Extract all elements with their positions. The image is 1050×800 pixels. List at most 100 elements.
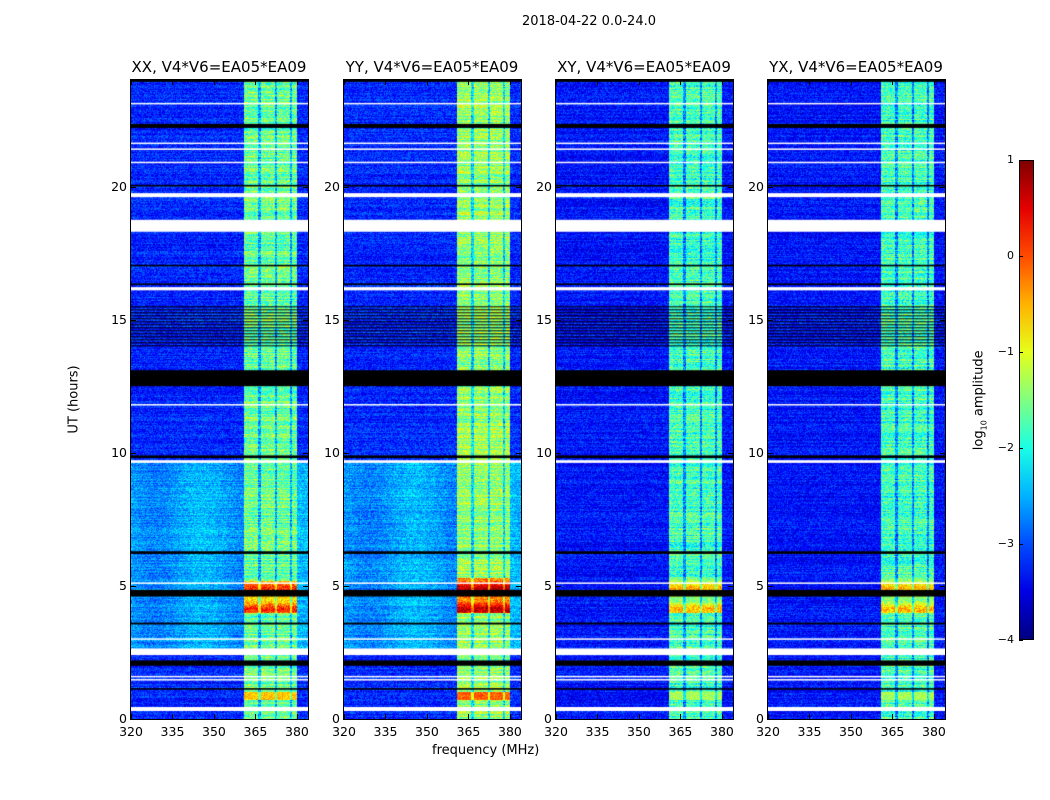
y-tick bbox=[768, 186, 773, 188]
y-tick-label: 15 bbox=[748, 311, 764, 327]
x-tick bbox=[213, 80, 215, 85]
y-tick-label: 0 bbox=[332, 711, 340, 726]
y-tick bbox=[768, 452, 773, 454]
x-tick bbox=[768, 80, 769, 85]
colorbar-tick-label: −4 bbox=[997, 633, 1014, 646]
y-tick-label: 15 bbox=[111, 311, 127, 327]
y-tick bbox=[516, 452, 521, 454]
y-tick bbox=[516, 719, 521, 720]
x-tick bbox=[468, 714, 470, 719]
heatmap-panel bbox=[555, 79, 734, 720]
x-tick bbox=[468, 80, 470, 85]
x-tick bbox=[850, 80, 852, 85]
y-tick bbox=[728, 585, 733, 587]
panel-title: YX, V4*V6=EA05*EA09 bbox=[769, 58, 943, 76]
x-tick-label: 380 bbox=[710, 724, 734, 739]
x-tick-label: 320 bbox=[119, 724, 143, 739]
y-tick-label: 5 bbox=[119, 577, 127, 593]
colorbar-label-sub: 10 bbox=[979, 420, 989, 431]
y-tick bbox=[303, 452, 308, 454]
colorbar-tick bbox=[1019, 448, 1023, 449]
y-tick bbox=[131, 585, 136, 587]
y-tick bbox=[556, 186, 561, 188]
x-tick bbox=[296, 714, 298, 719]
colorbar-label-main: log bbox=[971, 430, 987, 451]
x-tick bbox=[172, 80, 174, 85]
y-tick bbox=[344, 585, 349, 587]
y-tick-label: 0 bbox=[119, 711, 127, 726]
colorbar-tick bbox=[1019, 544, 1023, 545]
panel-title: XX, V4*V6=EA05*EA09 bbox=[131, 58, 307, 76]
x-tick bbox=[892, 714, 894, 719]
y-tick bbox=[728, 319, 733, 321]
y-tick bbox=[344, 452, 349, 454]
x-tick-label: 350 bbox=[202, 724, 226, 739]
y-tick bbox=[344, 719, 349, 720]
y-tick bbox=[556, 319, 561, 321]
x-tick-label: 365 bbox=[880, 724, 905, 739]
x-tick bbox=[680, 80, 682, 85]
x-tick-label: 350 bbox=[415, 724, 439, 739]
x-tick-label: 380 bbox=[498, 724, 522, 739]
x-tick bbox=[509, 714, 511, 719]
heatmap-canvas bbox=[344, 80, 521, 719]
x-tick-label: 335 bbox=[160, 724, 185, 739]
x-tick bbox=[597, 714, 599, 719]
x-tick bbox=[850, 714, 852, 719]
x-tick bbox=[556, 714, 557, 719]
y-tick-label: 10 bbox=[536, 444, 552, 460]
x-tick bbox=[255, 714, 257, 719]
x-tick-label: 335 bbox=[373, 724, 398, 739]
x-tick bbox=[385, 80, 387, 85]
y-tick-label: 10 bbox=[324, 444, 340, 460]
x-tick-label: 365 bbox=[243, 724, 268, 739]
x-tick bbox=[933, 80, 935, 85]
colorbar bbox=[1019, 160, 1034, 640]
y-tick-label: 5 bbox=[544, 577, 552, 593]
x-axis-label: frequency (MHz) bbox=[432, 743, 540, 758]
colorbar-label: log10 amplitude bbox=[972, 340, 989, 460]
x-tick-label: 335 bbox=[797, 724, 822, 739]
x-tick bbox=[809, 714, 811, 719]
x-tick-label: 320 bbox=[544, 724, 568, 739]
y-tick bbox=[556, 585, 561, 587]
heatmap-panel bbox=[130, 79, 309, 720]
colorbar-tick-label: 0 bbox=[1007, 249, 1014, 262]
colorbar-tick bbox=[1019, 640, 1023, 641]
x-tick-label: 335 bbox=[585, 724, 610, 739]
colorbar-label-rest: amplitude bbox=[971, 350, 987, 421]
x-tick bbox=[721, 80, 723, 85]
x-tick-label: 320 bbox=[332, 724, 356, 739]
x-tick bbox=[131, 80, 132, 85]
x-tick bbox=[892, 80, 894, 85]
y-tick-label: 10 bbox=[111, 444, 127, 460]
heatmap-canvas bbox=[768, 80, 945, 719]
y-tick bbox=[556, 452, 561, 454]
x-tick bbox=[172, 714, 174, 719]
colorbar-tick-label: −2 bbox=[997, 441, 1014, 454]
y-tick bbox=[516, 319, 521, 321]
panel-title: YY, V4*V6=EA05*EA09 bbox=[345, 58, 519, 76]
y-tick-label: 10 bbox=[748, 444, 764, 460]
y-tick bbox=[303, 186, 308, 188]
y-tick bbox=[516, 585, 521, 587]
heatmap-panel bbox=[343, 79, 522, 720]
y-tick bbox=[303, 719, 308, 720]
y-tick bbox=[768, 719, 773, 720]
x-tick bbox=[638, 80, 640, 85]
x-tick bbox=[385, 714, 387, 719]
x-tick bbox=[509, 80, 511, 85]
colorbar-tick bbox=[1019, 160, 1023, 161]
y-tick bbox=[940, 319, 945, 321]
y-tick-label: 5 bbox=[332, 577, 340, 593]
x-tick bbox=[933, 714, 935, 719]
x-tick-label: 350 bbox=[839, 724, 863, 739]
heatmap-panel bbox=[767, 79, 946, 720]
y-tick bbox=[768, 319, 773, 321]
x-tick-label: 320 bbox=[756, 724, 780, 739]
x-tick-label: 380 bbox=[922, 724, 946, 739]
x-tick bbox=[809, 80, 811, 85]
y-tick bbox=[768, 585, 773, 587]
y-tick bbox=[131, 719, 136, 720]
y-tick bbox=[728, 186, 733, 188]
